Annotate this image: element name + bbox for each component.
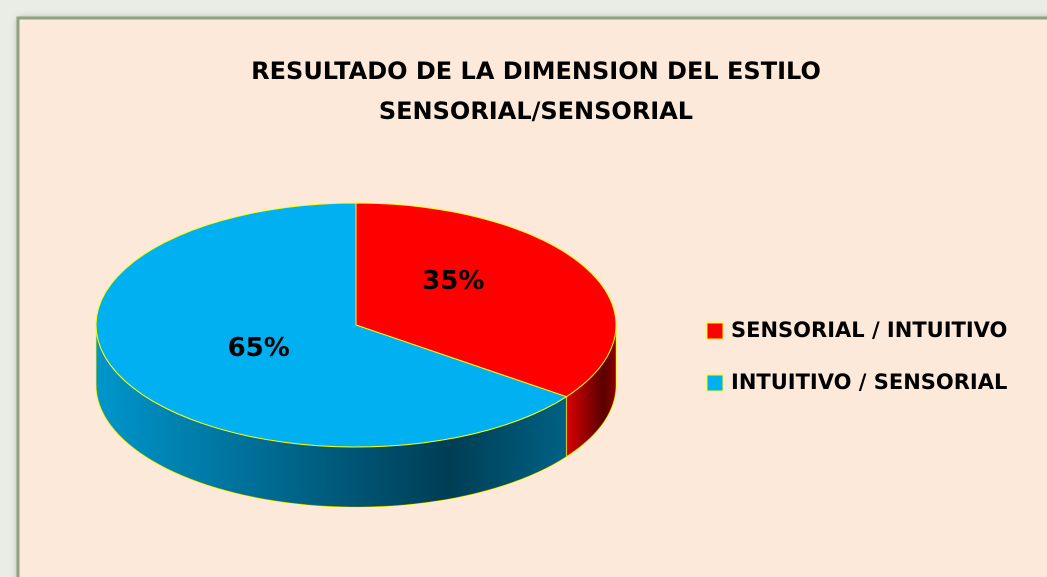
data-label: 65% — [228, 333, 290, 363]
legend-label: SENSORIAL / INTUITIVO — [731, 318, 1007, 342]
slice-side-shade — [566, 325, 616, 457]
slice — [95, 202, 568, 448]
legend-label: INTUITIVO / SENSORIAL — [731, 370, 1007, 394]
legend-swatch — [706, 322, 724, 340]
chart-title: RESULTADO DE LA DIMENSION DEL ESTILO — [251, 57, 821, 85]
slice-side-shade — [96, 325, 567, 507]
legend-swatch — [706, 374, 724, 392]
chart-title: SENSORIAL/SENSORIAL — [379, 97, 693, 125]
data-label: 35% — [422, 266, 484, 296]
slice — [355, 202, 617, 398]
